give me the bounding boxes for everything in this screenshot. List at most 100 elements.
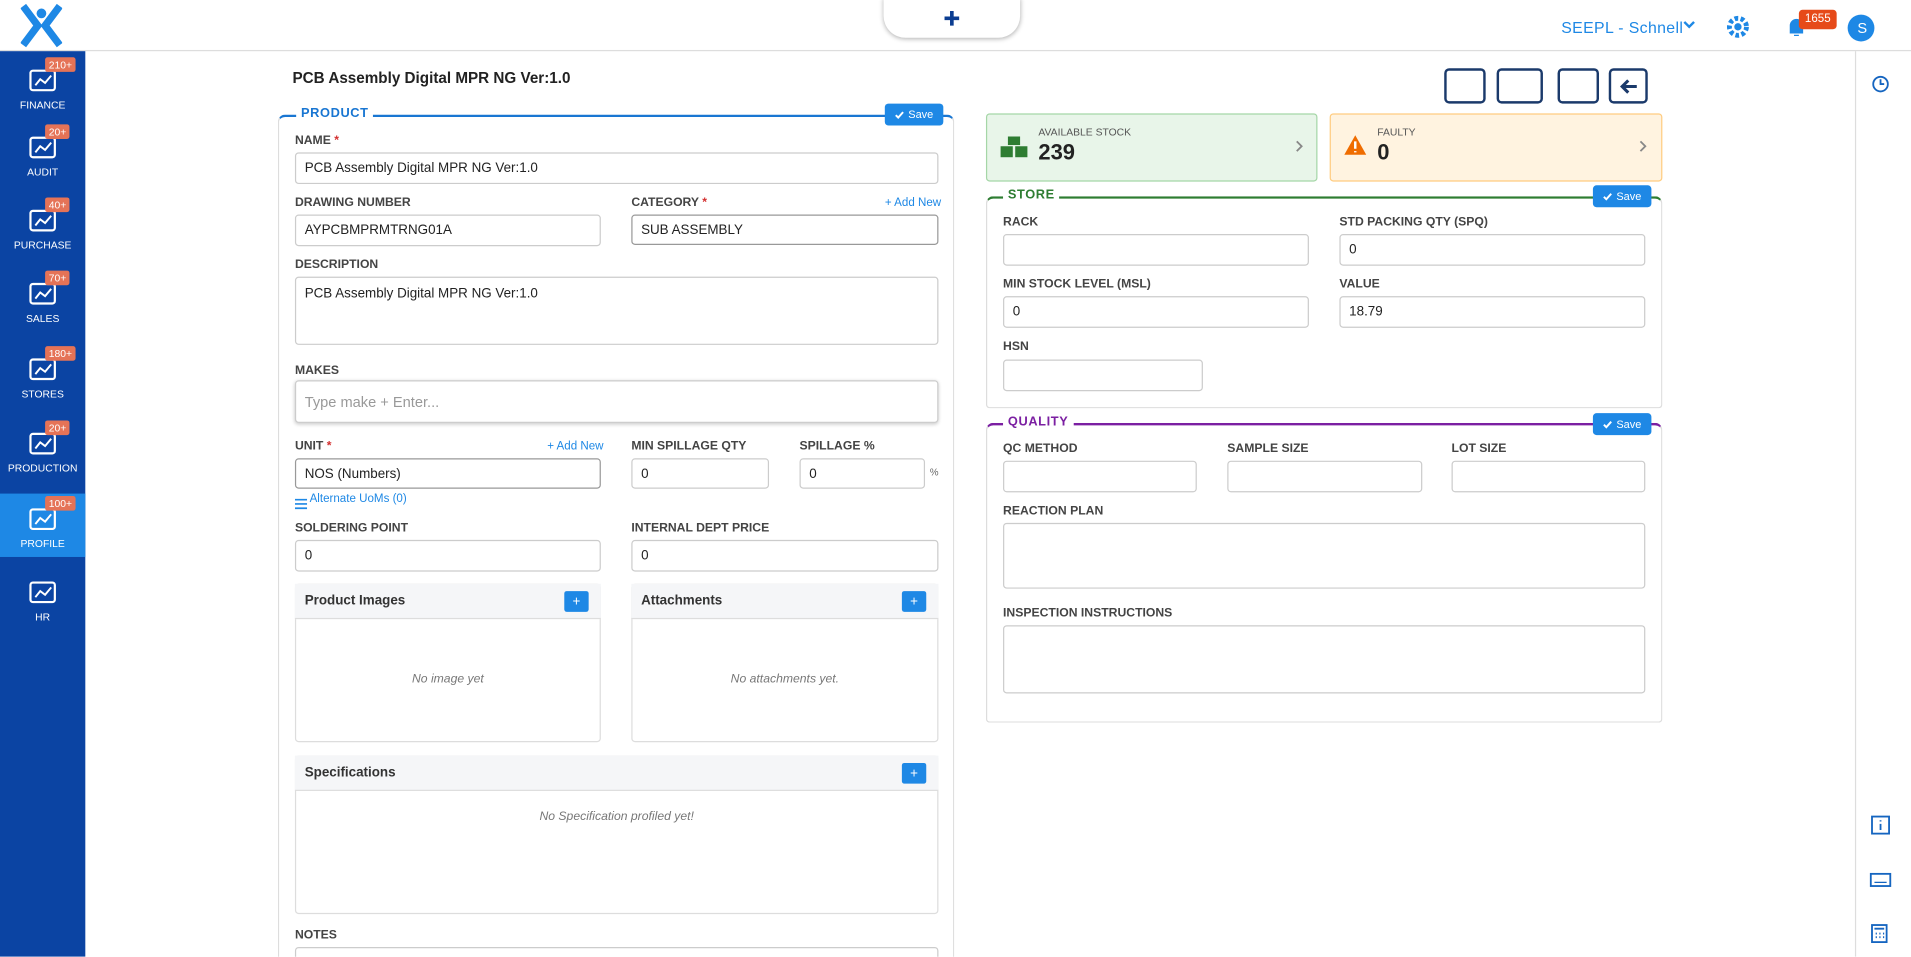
input-field[interactable]: 0	[631, 458, 770, 489]
field-label: MIN SPILLAGE QTY	[631, 439, 747, 454]
tool-button[interactable]	[1496, 68, 1543, 104]
input-field[interactable]: 0	[294, 539, 601, 572]
add-button[interactable]: +	[901, 762, 927, 784]
stock-icon	[1000, 136, 1028, 158]
chevron	[1296, 140, 1303, 152]
stock-value: 0	[1377, 140, 1390, 165]
sidebar-icon[interactable]	[27, 353, 59, 385]
product-panel	[277, 114, 955, 957]
card-header: Product Images	[294, 583, 601, 620]
sidebar-icon[interactable]	[27, 503, 59, 535]
chevron	[1639, 140, 1647, 152]
sidebar-badge: 210+	[45, 57, 76, 72]
add-button[interactable]: +	[901, 591, 927, 612]
sidebar-icon[interactable]	[27, 205, 59, 237]
input-field[interactable]	[1003, 625, 1646, 694]
field-label: UNIT *	[294, 439, 332, 454]
makes-input[interactable]: Type make + Enter...	[294, 380, 939, 423]
info-icon[interactable]	[1871, 815, 1891, 835]
chevron	[1683, 21, 1695, 29]
field-label: MIN STOCK LEVEL (MSL)	[1003, 277, 1151, 292]
add-new-link[interactable]: + Add New	[884, 196, 942, 210]
avatar-letter[interactable]: S	[1857, 19, 1868, 37]
sidebar-label[interactable]: SALES	[25, 312, 60, 325]
input-field[interactable]: 0	[631, 539, 939, 572]
sidebar-label[interactable]: PROFILE	[20, 537, 65, 550]
quality-panel	[985, 422, 1663, 723]
save-text: Save	[1616, 190, 1642, 203]
field-label: QC METHOD	[1003, 442, 1078, 456]
stock-value: 239	[1038, 140, 1075, 165]
save-text: Save	[1616, 418, 1642, 431]
input-field[interactable]: 0	[799, 458, 926, 489]
sidebar-badge: 70+	[45, 270, 70, 286]
sidebar-icon[interactable]	[27, 428, 59, 460]
notification-badge[interactable]: 1655	[1798, 9, 1837, 30]
avatar-circle[interactable]	[1846, 13, 1875, 42]
sidebar-icon[interactable]	[27, 132, 59, 164]
input-field[interactable]: NOS (Numbers)	[294, 458, 601, 489]
right-rail	[1854, 51, 1911, 957]
empty-message: No image yet	[411, 672, 484, 687]
required-mark: *	[698, 196, 707, 210]
field-label: DESCRIPTION	[294, 258, 379, 272]
sidebar-label[interactable]: HR	[35, 610, 51, 623]
stock-label: FAULTY	[1377, 125, 1416, 138]
input-field[interactable]	[1227, 460, 1423, 493]
add-button[interactable]: +	[564, 591, 589, 612]
input-field[interactable]	[1003, 522, 1646, 589]
sidebar-label[interactable]: AUDIT	[27, 165, 59, 178]
suffix: %	[929, 466, 939, 478]
alternate-uoms-link[interactable]: Alternate UoMs (0)	[309, 492, 407, 506]
field-label: INSPECTION INSTRUCTIONS	[1003, 606, 1173, 621]
field-label: MAKES	[294, 364, 339, 378]
save-button[interactable]: Save	[1592, 413, 1652, 436]
sidebar-label[interactable]: PRODUCTION	[7, 461, 78, 475]
section-heading: QUALITY	[1003, 414, 1074, 429]
input-field[interactable]	[1003, 234, 1309, 266]
save-button[interactable]: Save	[884, 103, 944, 126]
keyboard-icon[interactable]	[1869, 872, 1892, 888]
logo[interactable]	[20, 3, 63, 48]
back-button[interactable]	[1608, 68, 1648, 104]
input-field[interactable]: AYPCBMPRMTRNG01A	[294, 214, 601, 247]
card-header: Specifications	[294, 755, 939, 791]
input-field[interactable]: PCB Assembly Digital MPR NG Ver:1.0	[294, 152, 939, 185]
sidebar-label[interactable]: FINANCE	[19, 98, 66, 111]
input-field[interactable]	[1003, 460, 1197, 493]
calculator-icon[interactable]	[1871, 924, 1888, 944]
sidebar-badge: 180+	[45, 346, 76, 361]
tool-button[interactable]	[1444, 68, 1486, 104]
sidebar-icon[interactable]	[27, 576, 59, 608]
input-field[interactable]: 0	[1003, 296, 1309, 328]
input-field[interactable]: SUB ASSEMBLY	[631, 214, 939, 245]
field-label: REACTION PLAN	[1003, 504, 1104, 518]
section-heading: STORE	[1003, 187, 1060, 203]
field-label: SAMPLE SIZE	[1227, 442, 1309, 456]
input-field[interactable]: 18.79	[1339, 296, 1646, 328]
sidebar-badge: 20+	[45, 420, 70, 436]
available-stock-card[interactable]	[985, 113, 1318, 182]
field-label: DRAWING NUMBER	[294, 196, 411, 210]
input-field[interactable]	[1451, 460, 1646, 493]
field-label: SPILLAGE %	[799, 439, 875, 454]
faulty-card[interactable]	[1329, 113, 1663, 182]
input-field[interactable]	[294, 946, 939, 957]
quick-add[interactable]	[883, 0, 1021, 38]
sidebar-label[interactable]: PURCHASE	[13, 238, 72, 252]
settings-icon[interactable]	[1726, 15, 1750, 39]
sidebar-icon[interactable]	[27, 278, 59, 310]
save-button[interactable]: Save	[1592, 185, 1652, 208]
card-header: Attachments	[631, 583, 939, 620]
input-field[interactable]: PCB Assembly Digital MPR NG Ver:1.0	[294, 276, 939, 345]
add-new-link[interactable]: + Add New	[547, 439, 604, 454]
input-field[interactable]: 0	[1339, 234, 1646, 266]
field-label: RACK	[1003, 215, 1039, 230]
input-field[interactable]	[1003, 359, 1203, 392]
sidebar-label[interactable]: STORES	[21, 387, 64, 400]
history-icon[interactable]	[1871, 74, 1891, 94]
organization[interactable]: SEEPL - Schnell	[1561, 18, 1684, 37]
tool-button[interactable]	[1557, 68, 1599, 104]
sidebar-icon[interactable]	[27, 65, 59, 97]
